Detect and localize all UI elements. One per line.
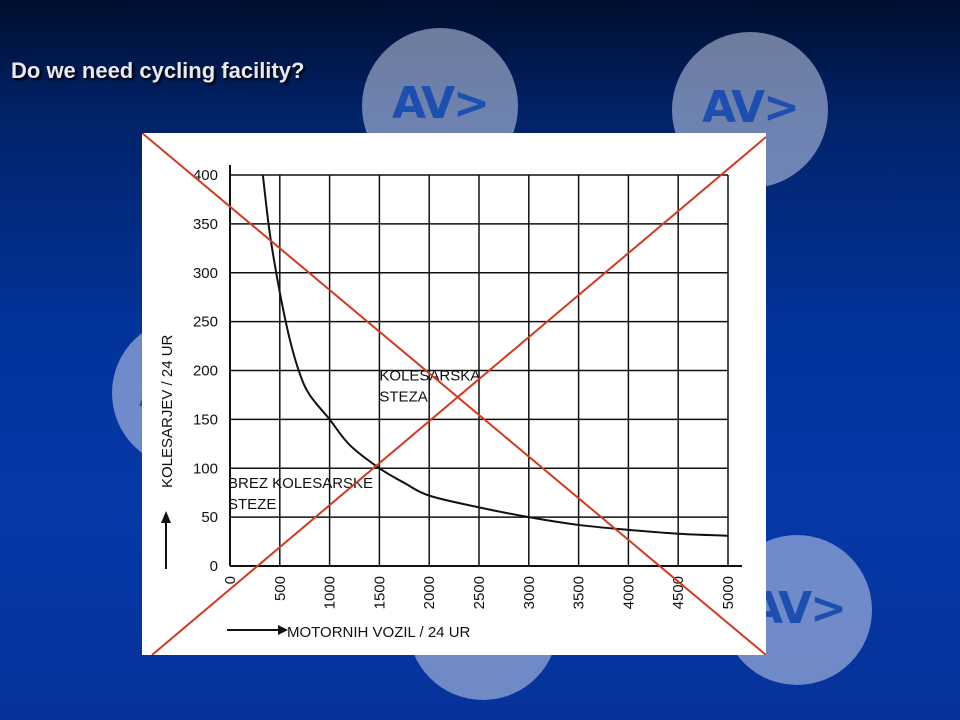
chart: 0 500 1000 1500 2000 2500 3000 3500 4000 4500 5000…: [142, 133, 766, 655]
x-tick-label: 1500: [371, 576, 388, 609]
x-tick-label: 3000: [521, 576, 538, 609]
region-label: STEZA: [379, 388, 427, 405]
y-tick-label: 50: [201, 509, 218, 526]
y-tick-label: 150: [193, 411, 218, 428]
x-tick-label: 5000: [720, 576, 737, 609]
x-axis-arrowhead: [278, 625, 288, 635]
y-tick-label: 200: [193, 363, 218, 380]
watermark-text: AV>: [392, 77, 490, 129]
x-axis-label: MOTORNIH VOZIL / 24 UR: [287, 624, 471, 641]
x-tick-label: 0: [222, 576, 239, 584]
y-tick-label: 300: [193, 265, 218, 282]
slide-title: Do we need cycling facility?: [11, 58, 305, 83]
x-tick-label: 2500: [471, 576, 488, 609]
region-label: STEZE: [228, 496, 276, 513]
series-line: [261, 174, 729, 537]
y-tick-label: 350: [193, 216, 218, 233]
y-tick-label: 0: [210, 558, 218, 575]
y-axis-label: KOLESARJEV / 24 UR: [159, 334, 176, 488]
x-tick-label: 1000: [322, 576, 339, 609]
region-label: BREZ KOLESARSKE: [228, 475, 373, 492]
y-tick-label: 250: [193, 314, 218, 331]
region-label: KOLESARSKA: [379, 367, 480, 384]
cross-out-line: [142, 133, 766, 655]
x-tick-label: 2000: [421, 576, 438, 609]
x-tick-label: 3500: [571, 576, 588, 609]
y-tick-label: 400: [193, 167, 218, 184]
watermark-text: AV>: [702, 81, 800, 133]
y-tick-label: 100: [193, 460, 218, 477]
cross-out-line: [151, 136, 766, 655]
y-axis-arrowhead: [161, 511, 171, 523]
x-tick-label: 500: [272, 576, 289, 601]
x-tick-label: 4000: [620, 576, 637, 609]
chart-panel: 0 500 1000 1500 2000 2500 3000 3500 4000 4500 5000…: [142, 133, 766, 655]
